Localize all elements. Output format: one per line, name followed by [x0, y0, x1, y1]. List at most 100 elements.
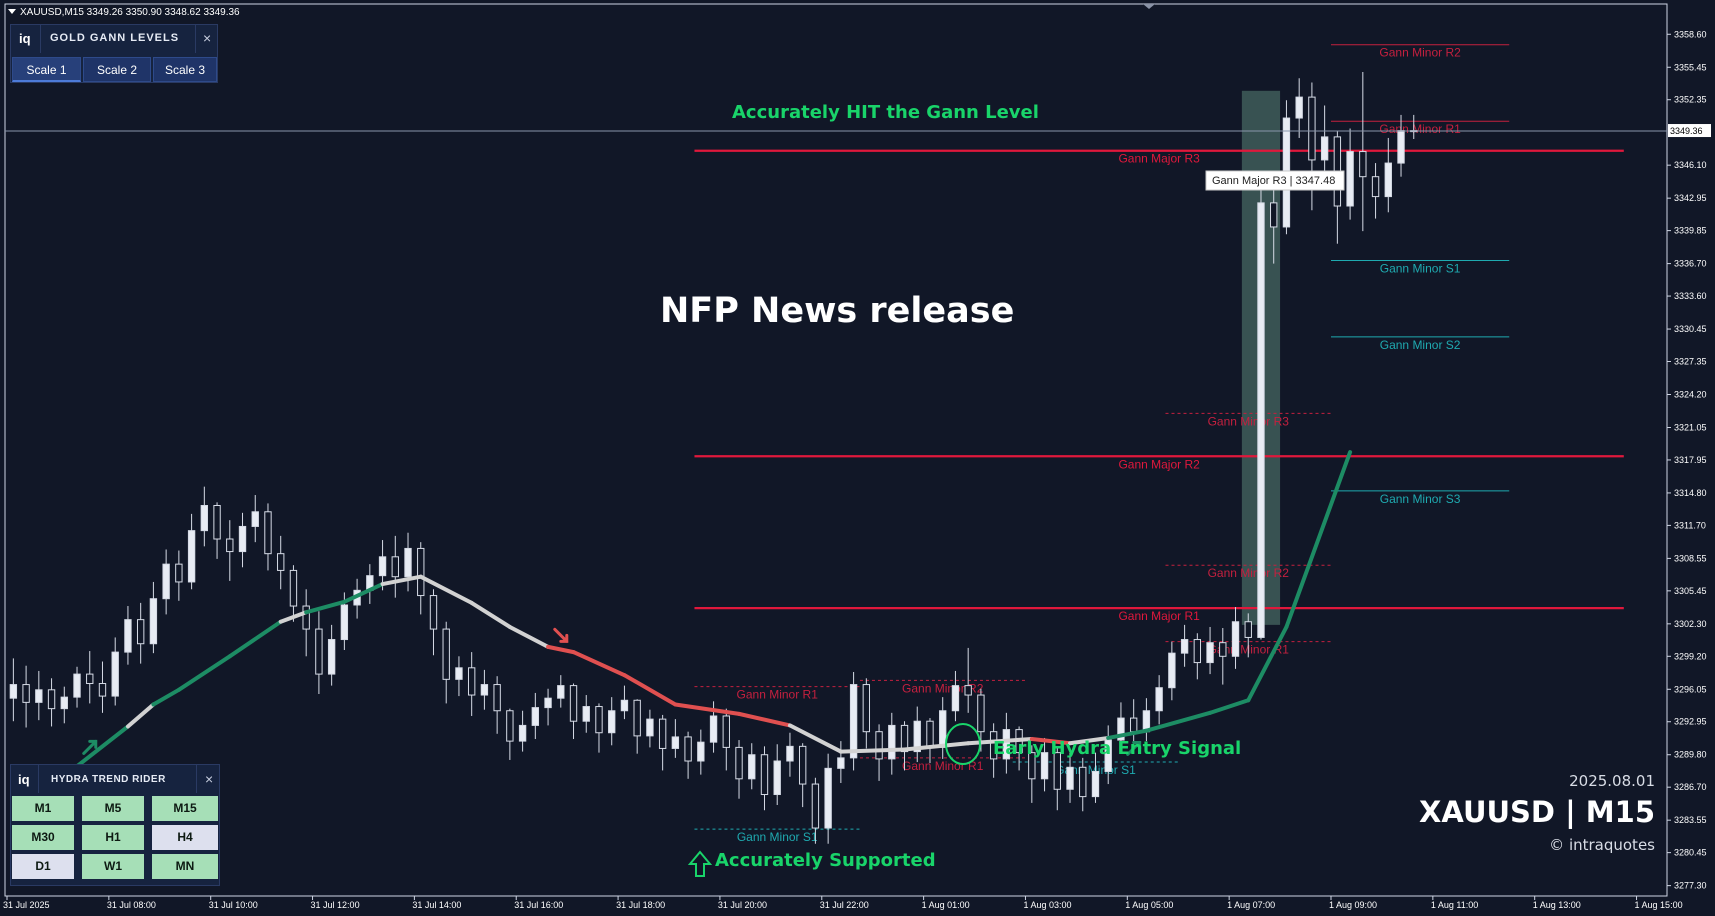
iq-logo: iq: [18, 772, 30, 787]
hydra-trend-segment: [546, 644, 576, 655]
time-axis-label: 31 Jul 10:00: [209, 900, 258, 910]
time-axis-label: 31 Jul 12:00: [311, 900, 360, 910]
candle-body: [226, 538, 234, 553]
candle-body: [709, 715, 718, 743]
price-axis-label: 3283.55: [1674, 815, 1707, 825]
scale-2-button[interactable]: Scale 2: [83, 57, 151, 82]
nfp-news-annotation: NFP News release: [660, 291, 1014, 331]
candle-body: [455, 667, 463, 680]
candle-body: [98, 683, 107, 697]
candle-body: [582, 706, 590, 722]
candle-body: [264, 511, 272, 555]
scale-3-button[interactable]: Scale 3: [153, 57, 217, 82]
time-axis-label: 31 Jul 16:00: [514, 900, 563, 910]
gann-level-label: Gann Minor R1: [902, 759, 984, 773]
candle-body: [73, 673, 81, 698]
gann-level-label: Gann Major R2: [1118, 457, 1200, 471]
gann-level-label: Gann Minor R1: [737, 688, 819, 702]
hydra-trend-segment: [151, 687, 181, 707]
candle-body: [595, 706, 603, 734]
candle-body: [378, 556, 387, 577]
candle-body: [557, 685, 565, 699]
gann-level-label: Gann Minor R2: [1379, 46, 1461, 60]
gann-level-label: Gann Minor S1: [1380, 261, 1461, 275]
timeframe-mn-button[interactable]: MN: [152, 854, 218, 879]
price-axis-label: 3280.45: [1674, 848, 1707, 858]
candle-body: [277, 553, 285, 571]
candle-body: [1231, 621, 1240, 657]
timeframe-m1-button[interactable]: M1: [12, 796, 74, 821]
symbol-menu-icon[interactable]: [8, 9, 16, 14]
candle-body: [251, 511, 259, 527]
hydra-trend-segment: [838, 747, 907, 754]
gann-panel-close-icon[interactable]: ×: [203, 30, 212, 46]
timeframe-w1-button[interactable]: W1: [82, 854, 144, 879]
price-axis-label: 3355.45: [1674, 62, 1707, 72]
gann-level-label: Gann Minor S3: [1380, 492, 1461, 506]
candle-body: [926, 720, 934, 748]
watermark-brand: © intraquotes: [1549, 836, 1655, 854]
sell-signal-arrow-icon: [553, 627, 569, 643]
hydra-trend-segment: [1029, 737, 1073, 746]
candle-body: [875, 731, 883, 760]
buy-signal-arrow-icon: [1126, 740, 1142, 756]
candle-body: [1206, 642, 1214, 664]
candle-body: [60, 696, 68, 710]
timeframe-h4-button[interactable]: H4: [152, 825, 218, 850]
candle-body: [429, 595, 438, 630]
candle-body: [124, 619, 132, 653]
time-axis-label: 1 Aug 15:00: [1635, 900, 1683, 910]
candle-body: [1168, 652, 1176, 689]
support-up-arrow-icon: [687, 850, 713, 877]
candle-body: [289, 569, 298, 607]
hydra-trend-segment: [304, 599, 347, 615]
candle-body: [913, 720, 921, 753]
level-tooltip-text: Gann Major R3 | 3347.48: [1212, 175, 1335, 187]
price-axis-label: 3321.05: [1674, 422, 1707, 432]
price-axis-label: 3324.20: [1674, 390, 1707, 400]
candle-body: [175, 563, 183, 583]
candle-body: [1079, 766, 1087, 798]
candle-body: [1002, 729, 1011, 760]
timeframe-m15-button[interactable]: M15: [152, 796, 218, 821]
price-axis-label: 3305.45: [1674, 586, 1707, 596]
price-axis-label: 3330.45: [1674, 324, 1707, 334]
hydra-trend-segment: [1284, 450, 1353, 629]
candle-body: [1104, 739, 1112, 772]
candle-body: [327, 639, 336, 675]
price-axis-label: 3327.35: [1674, 357, 1707, 367]
time-axis-label: 1 Aug 11:00: [1431, 900, 1478, 910]
gann-level-label: Gann Minor R2: [902, 681, 984, 695]
hydra-trend-segment: [1144, 710, 1213, 733]
watermark-date: 2025.08.01: [1569, 772, 1655, 790]
timeframe-d1-button[interactable]: D1: [12, 854, 74, 879]
candle-body: [1129, 717, 1138, 733]
candle-body: [1244, 621, 1252, 638]
price-axis-label: 3352.35: [1674, 95, 1707, 105]
candle-body: [697, 741, 705, 762]
scale-1-button[interactable]: Scale 1: [12, 57, 81, 82]
supported-annotation: Accurately Supported: [715, 850, 936, 871]
candle-body: [22, 684, 30, 703]
time-axis-label: 1 Aug 05:00: [1125, 900, 1173, 910]
candle-body: [849, 684, 858, 759]
timeframe-m30-button[interactable]: M30: [12, 825, 74, 850]
candle-body: [467, 667, 476, 696]
scroll-marker-icon[interactable]: [1143, 4, 1155, 9]
symbol-info: XAUUSD,M15 3349.26 3350.90 3348.62 3349.…: [20, 7, 240, 18]
early-signal-annotation: Early Hydra Entry Signal: [993, 738, 1241, 759]
candle-body: [1180, 639, 1189, 654]
candle-body: [569, 685, 578, 722]
hydra-panel-close-icon[interactable]: ×: [205, 771, 214, 787]
candle-body: [391, 556, 399, 578]
time-axis-label: 31 Jul 20:00: [718, 900, 767, 910]
candle-body: [837, 757, 845, 769]
timeframe-m5-button[interactable]: M5: [82, 796, 144, 821]
price-axis-label: 3289.80: [1674, 750, 1707, 760]
hydra-trend-segment: [737, 711, 792, 728]
timeframe-h1-button[interactable]: H1: [82, 825, 144, 850]
gann-level-label: Gann Minor S1: [737, 830, 818, 844]
gann-level-label: Gann Minor R1: [1379, 122, 1461, 136]
candle-body: [1117, 717, 1125, 741]
